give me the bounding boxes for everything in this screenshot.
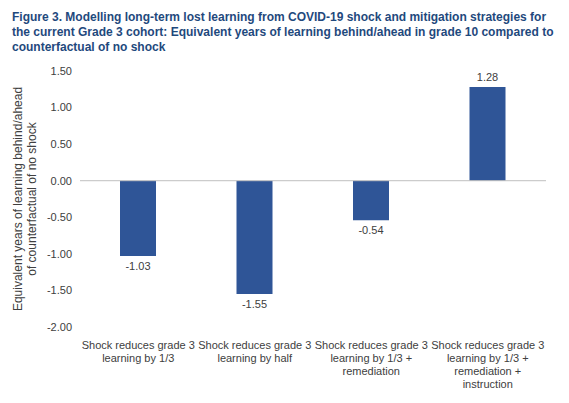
html-text:Figure 3. Modelling long-term: Figure 3. Modelling long-term lost learn… bbox=[12, 10, 554, 54]
svg-text:0.50: 0.50 bbox=[51, 138, 72, 150]
svg-text:1.00: 1.00 bbox=[51, 101, 72, 113]
svg-text:-1.50: -1.50 bbox=[47, 284, 72, 296]
svg-text:-1.55: -1.55 bbox=[242, 298, 267, 310]
svg-text:-2.00: -2.00 bbox=[47, 321, 72, 333]
svg-text:-0.54: -0.54 bbox=[358, 224, 383, 236]
svg-text:-1.03: -1.03 bbox=[125, 260, 150, 272]
svg-text:1.28: 1.28 bbox=[477, 71, 498, 83]
svg-text:Equivalent years of learning b: Equivalent years of learning behind/ahea… bbox=[11, 87, 39, 311]
svg-text:Shock reduces grade 3learning: Shock reduces grade 3learning by half bbox=[198, 339, 311, 364]
svg-text:-0.50: -0.50 bbox=[47, 211, 72, 223]
svg-text:Shock reduces grade 3learning: Shock reduces grade 3learning by 1/3 +re… bbox=[431, 339, 544, 389]
svg-text:1.50: 1.50 bbox=[51, 65, 72, 77]
svg-text:-1.00: -1.00 bbox=[47, 248, 72, 260]
svg-text:Shock reduces grade 3learning: Shock reduces grade 3learning by 1/3 bbox=[82, 339, 195, 364]
svg-text:0.00: 0.00 bbox=[51, 175, 72, 187]
svg-text:Shock reduces grade 3learning: Shock reduces grade 3learning by 1/3 +re… bbox=[315, 339, 428, 377]
